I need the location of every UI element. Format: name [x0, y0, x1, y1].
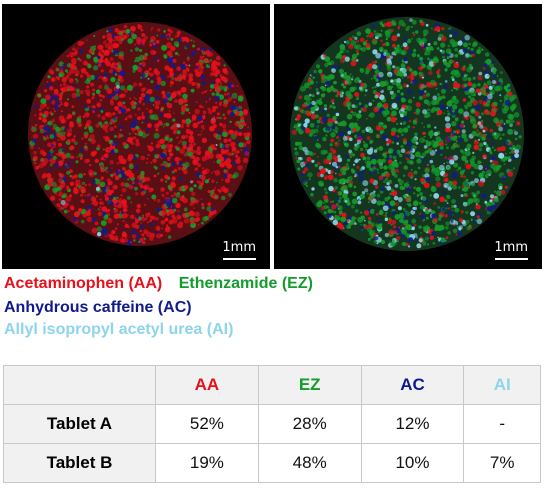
table-row: Tablet B 19% 48% 10% 7%	[3, 443, 541, 483]
column-header-ai: AI	[463, 365, 541, 405]
table-cell: 7%	[463, 443, 541, 483]
legend-row: Allyl isopropyl acetyl urea (AI)	[4, 321, 233, 339]
legend-ethenzamide: Ethenzamide (EZ)	[178, 275, 313, 292]
table-corner-cell	[3, 365, 156, 405]
composition-table: AA EZ AC AI Tablet A 52% 28% 12% - Table…	[3, 365, 541, 483]
table-row: Tablet A 52% 28% 12% -	[3, 404, 541, 444]
column-header-aa: AA	[155, 365, 259, 405]
scale-bar-label: 1mm	[222, 240, 256, 255]
scale-bar	[495, 258, 528, 260]
legend-row: Anhydrous caffeine (AC)	[4, 299, 192, 317]
tablet-b-image: 1mm	[274, 4, 542, 269]
table-cell: 28%	[257, 404, 362, 444]
table-header-row: AA EZ AC AI	[3, 365, 541, 405]
legend-acetaminophen: Acetaminophen (AA)	[4, 275, 163, 292]
scale-bar	[223, 258, 256, 260]
table-cell: 10%	[360, 443, 465, 483]
row-header-tablet-a: Tablet A	[3, 404, 156, 444]
table-cell: 19%	[155, 443, 259, 483]
tablet-b-map	[290, 17, 524, 251]
tablet-a-image: 1mm	[2, 4, 270, 269]
table-cell: 48%	[257, 443, 362, 483]
column-header-ac: AC	[360, 365, 465, 405]
table-cell: -	[463, 404, 541, 444]
tablet-a-map	[28, 22, 252, 246]
scale-bar-label: 1mm	[494, 240, 528, 255]
legend-allyl-isopropyl-acetyl-urea: Allyl isopropyl acetyl urea (AI)	[4, 321, 234, 338]
legend-anhydrous-caffeine: Anhydrous caffeine (AC)	[4, 299, 192, 316]
legend-row: Acetaminophen (AA) Ethenzamide (EZ)	[4, 275, 313, 293]
column-header-ez: EZ	[257, 365, 362, 405]
table-cell: 12%	[360, 404, 465, 444]
row-header-tablet-b: Tablet B	[3, 443, 156, 483]
table-cell: 52%	[155, 404, 259, 444]
